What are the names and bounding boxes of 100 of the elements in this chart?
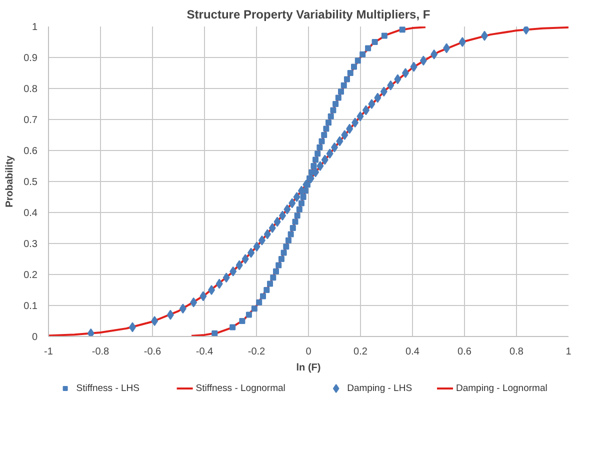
point <box>399 26 406 33</box>
point <box>260 293 266 300</box>
point <box>267 280 274 287</box>
point <box>341 130 348 140</box>
point <box>410 62 418 72</box>
point <box>273 268 279 274</box>
point <box>278 256 284 262</box>
point <box>381 32 388 39</box>
point <box>276 262 282 268</box>
y-tick-label: 0.6 <box>24 146 38 157</box>
point <box>230 266 237 276</box>
point <box>365 45 372 52</box>
point <box>332 101 339 107</box>
point <box>256 299 262 306</box>
x-tick-label: 0.4 <box>406 346 420 358</box>
point <box>430 49 438 60</box>
y-tick-label: 0.2 <box>24 270 38 281</box>
x-tick-label: -0.4 <box>196 346 214 358</box>
x-tick-label: 0.8 <box>510 346 524 358</box>
point <box>179 304 186 314</box>
point <box>242 254 249 264</box>
legend-label: Stiffness - LHS <box>76 383 140 394</box>
point <box>346 124 354 134</box>
point <box>274 216 281 227</box>
point <box>387 80 394 90</box>
point <box>280 250 287 256</box>
point <box>208 285 216 295</box>
point <box>236 260 243 270</box>
x-tick-label: -0.6 <box>144 346 162 358</box>
x-tick-label: -0.8 <box>92 346 110 358</box>
x-axis-title: ln (F) <box>296 362 321 374</box>
point <box>222 272 230 283</box>
point <box>336 136 344 146</box>
point <box>362 105 370 116</box>
point <box>200 291 207 302</box>
y-tick-label: 1 <box>32 22 38 33</box>
point <box>340 82 347 88</box>
point <box>326 120 332 126</box>
point <box>284 204 291 214</box>
point <box>328 113 334 120</box>
y-tick-label: 0.9 <box>24 53 38 64</box>
point <box>248 248 255 258</box>
point <box>230 324 236 330</box>
point <box>290 225 296 231</box>
point <box>420 56 427 66</box>
point <box>246 312 252 318</box>
point <box>368 99 376 109</box>
point <box>285 237 292 244</box>
point <box>296 206 302 212</box>
point <box>402 68 409 78</box>
point <box>216 278 223 289</box>
y-tick-label: 0.4 <box>24 208 38 219</box>
point <box>298 200 304 206</box>
chart-title: Structure Property Variability Multipliers, F <box>186 8 430 22</box>
x-tick-label: 1 <box>566 346 572 358</box>
point <box>321 154 328 165</box>
point <box>264 287 270 293</box>
point <box>316 161 324 171</box>
point <box>347 70 354 76</box>
point <box>356 111 364 122</box>
point <box>318 138 325 144</box>
point <box>314 150 321 157</box>
y-tick-label: 0.1 <box>24 301 38 312</box>
point <box>264 229 271 240</box>
legend-label: Stiffness - Lognormal <box>196 383 286 394</box>
point <box>522 26 530 35</box>
y-tick-label: 0.3 <box>24 239 38 250</box>
point <box>326 148 334 159</box>
line-series <box>190 26 426 336</box>
point <box>372 39 378 45</box>
point <box>310 163 317 169</box>
point <box>268 223 276 233</box>
point <box>294 212 300 219</box>
point <box>321 132 328 138</box>
legend-label: Damping - LHS <box>347 383 412 394</box>
point <box>443 43 450 54</box>
y-tick-label: 0 <box>32 332 38 343</box>
point <box>87 328 94 336</box>
point <box>330 107 336 114</box>
point <box>323 126 330 132</box>
point <box>338 88 344 95</box>
line-series <box>48 26 568 336</box>
point <box>344 76 350 82</box>
point <box>288 198 296 208</box>
point <box>288 231 294 238</box>
point <box>351 64 357 70</box>
point <box>300 194 306 200</box>
point <box>128 322 136 332</box>
point <box>239 318 246 324</box>
point <box>283 244 290 250</box>
point <box>360 51 366 58</box>
point <box>166 310 174 320</box>
point <box>251 306 258 312</box>
point <box>270 274 276 281</box>
point <box>458 37 466 47</box>
legend-label: Damping - Lognormal <box>456 383 548 394</box>
point <box>335 94 342 101</box>
x-tick-label: -1 <box>44 346 54 358</box>
point <box>481 30 488 41</box>
point <box>316 144 323 150</box>
